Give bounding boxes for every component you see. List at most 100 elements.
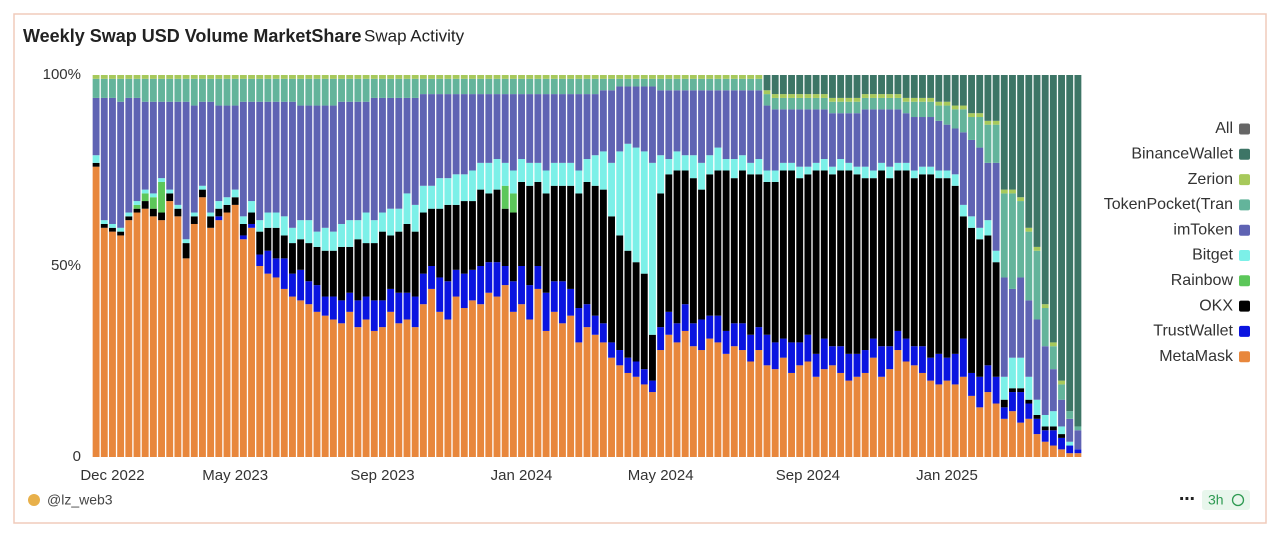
bar-segment	[845, 113, 853, 163]
bar-segment	[518, 181, 525, 266]
bar-segment	[943, 380, 951, 457]
bar-segment	[272, 227, 280, 259]
bar-segment	[370, 78, 378, 98]
bar-segment	[117, 231, 125, 236]
bar-segment	[771, 97, 779, 110]
bar-segment	[829, 75, 836, 98]
bar-segment	[469, 170, 476, 202]
bar-segment	[665, 311, 673, 335]
bar-segment	[469, 201, 476, 270]
bar-segment	[559, 281, 566, 324]
bar-segment	[313, 246, 321, 286]
bar-segment	[411, 327, 419, 457]
bar-segment	[739, 170, 746, 324]
legend-label: TokenPocket(Tran	[1104, 196, 1233, 213]
bar-segment	[591, 78, 599, 95]
bar-segment	[338, 78, 345, 102]
bar-segment	[657, 193, 665, 328]
bar-segment	[395, 292, 403, 324]
bar-segment	[534, 181, 542, 266]
bar-segment	[379, 231, 386, 301]
bar-segment	[722, 159, 730, 171]
bar-segment	[689, 75, 697, 79]
bar-segment	[976, 113, 984, 118]
bar-segment	[829, 365, 836, 457]
bar-segment	[1017, 422, 1025, 457]
bar-segment	[1025, 75, 1033, 228]
bar-segment	[117, 78, 125, 102]
bar-segment	[608, 216, 615, 343]
bar-segment	[289, 227, 296, 244]
bar-segment	[894, 109, 902, 163]
author-avatar	[28, 494, 40, 506]
bar-segment	[640, 369, 648, 385]
bar-segment	[951, 75, 959, 106]
bar-segment	[951, 128, 959, 175]
bar-segment	[264, 212, 272, 228]
bar-segment	[493, 78, 501, 95]
bar-segment	[460, 201, 468, 274]
bar-segment	[968, 227, 975, 373]
bar-segment	[959, 338, 967, 377]
bar-segment	[608, 75, 615, 79]
bar-segment	[403, 75, 411, 79]
bar-segment	[354, 239, 362, 301]
bar-segment	[599, 78, 607, 91]
bar-segment	[1009, 392, 1016, 412]
bar-segment	[869, 338, 877, 358]
bar-segment	[264, 75, 272, 79]
bar-segment	[755, 78, 763, 91]
bar-segment	[779, 94, 787, 98]
bar-segment	[689, 178, 697, 324]
bar-segment	[109, 75, 116, 79]
bar-segment	[910, 97, 918, 102]
bar-segment	[739, 155, 746, 171]
bar-segment	[534, 75, 542, 79]
bar-segment	[542, 170, 550, 194]
bar-segment	[771, 94, 779, 98]
bar-segment	[1049, 369, 1057, 412]
bar-segment	[174, 216, 182, 457]
y-tick-label: 50%	[51, 257, 81, 274]
bar-segment	[1058, 437, 1065, 450]
bar-segment	[919, 174, 926, 347]
x-tick-label: May 2023	[202, 467, 268, 484]
bar-segment	[845, 380, 853, 457]
bar-segment	[722, 353, 730, 457]
bar-segment	[722, 90, 730, 160]
bar-segment	[640, 86, 648, 152]
bar-segment	[976, 239, 984, 377]
bar-segment	[1049, 430, 1057, 446]
bar-segment	[575, 170, 583, 194]
bar-segment	[968, 113, 975, 118]
bar-segment	[92, 75, 100, 79]
bar-segment	[649, 75, 656, 79]
bar-segment	[166, 75, 174, 79]
bar-segment	[436, 78, 444, 95]
bar-segment	[755, 159, 763, 175]
bar-segment	[755, 350, 763, 457]
bar-segment	[1041, 441, 1049, 457]
bar-segment	[1049, 411, 1057, 427]
bar-segment	[599, 90, 607, 152]
bar-segment	[886, 166, 894, 179]
bar-segment	[796, 342, 804, 366]
bar-segment	[788, 75, 795, 95]
bar-segment	[1017, 197, 1025, 202]
bar-segment	[853, 174, 861, 354]
bar-segment	[419, 78, 427, 95]
bar-segment	[698, 90, 705, 163]
bar-segment	[403, 319, 411, 457]
bar-segment	[657, 75, 665, 79]
bar-segment	[771, 75, 779, 95]
bar-segment	[624, 143, 632, 251]
bar-segment	[109, 78, 116, 98]
bar-segment	[771, 181, 779, 343]
author[interactable]: @lz_web3	[47, 492, 113, 508]
bar-segment	[1000, 193, 1008, 278]
bar-segment	[575, 193, 583, 309]
bar-segment	[329, 296, 337, 320]
bar-segment	[239, 235, 247, 240]
menu-icon[interactable]: ⋯	[1179, 491, 1195, 508]
bar-segment	[919, 75, 926, 98]
